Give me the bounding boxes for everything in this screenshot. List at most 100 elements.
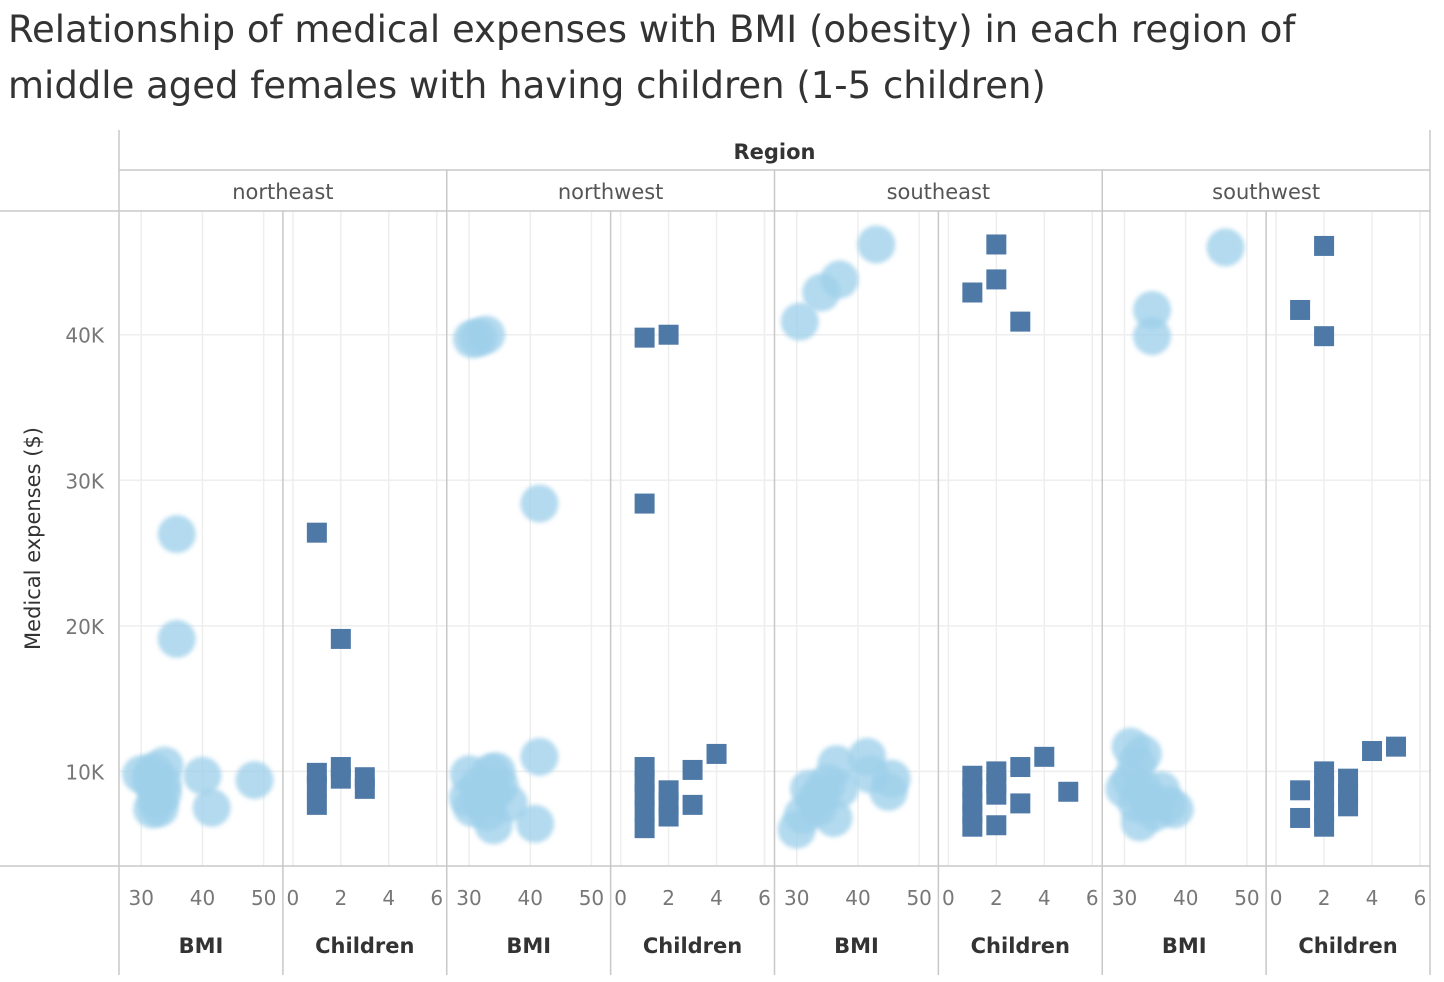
children-tick-label: 4 [710,886,723,910]
bmi-point [183,756,222,795]
chart-labels: 10K 20K 30K 40K Medical expenses ($) Region no… [21,140,1426,958]
children-tick-label: 6 [758,886,771,910]
children-point [962,816,983,837]
region-label-northeast: northeast [232,180,333,204]
children-point [634,818,655,839]
bmi-point [857,225,896,264]
bmi-point [814,798,853,837]
children-point [634,493,655,514]
bmi-point [520,484,559,523]
children-point [634,784,655,805]
bmi-tick-label: 50 [251,886,276,910]
children-point [1362,741,1383,762]
children-point [1314,326,1335,347]
children-point [330,628,351,649]
bmi-point [145,746,184,785]
children-point [306,775,327,796]
children-point [1314,816,1335,837]
children-axis-title: Children [971,934,1070,958]
children-tick-label: 6 [1414,886,1427,910]
bmi-point [1133,317,1172,356]
bmi-point [192,788,231,827]
children-point [986,815,1007,836]
bmi-point [516,804,555,843]
children-point [1314,235,1335,256]
bmi-axis-title: BMI [179,934,224,958]
data-marks [122,225,1407,849]
bmi-point [1155,790,1194,829]
bmi-tick-label: 40 [517,886,542,910]
children-point [1010,757,1031,778]
children-point [1034,746,1055,767]
panel-frame [0,130,1431,975]
bmi-point [1206,228,1245,267]
bmi-tick-label: 30 [456,886,481,910]
chart-title: Relationship of medical expenses with BM… [8,2,1428,114]
bmi-point [143,774,182,813]
y-tick-label: 40K [65,324,104,348]
bmi-point [1133,290,1172,329]
children-point [1338,796,1359,817]
region-header: Region [733,140,815,164]
children-point [986,269,1007,290]
region-label-northwest: northwest [558,180,664,204]
children-point [1290,299,1311,320]
children-point [1010,311,1031,332]
bmi-tick-label: 30 [1112,886,1137,910]
children-point [306,522,327,543]
bmi-tick-label: 30 [129,886,154,910]
children-point [1290,780,1311,801]
y-axis-title: Medical expenses ($) [21,427,45,650]
bmi-point [820,260,859,299]
bmi-tick-label: 40 [1173,886,1198,910]
bmi-tick-label: 50 [1234,886,1259,910]
children-axis-title: Children [1298,934,1397,958]
children-axis-title: Children [315,934,414,958]
children-point [682,759,703,780]
children-tick-label: 6 [1086,886,1099,910]
y-tick-label: 20K [65,615,104,639]
bmi-tick-label: 30 [784,886,809,910]
children-point [330,768,351,789]
children-tick-label: 4 [1038,886,1051,910]
y-tick-label: 10K [65,760,104,784]
bmi-axis-title: BMI [834,934,879,958]
bmi-tick-label: 40 [190,886,215,910]
chart-title-line-1: Relationship of medical expenses with BM… [8,8,1296,51]
children-tick-label: 6 [430,886,443,910]
chart-title-line-2: middle aged females with having children… [8,64,1046,107]
children-tick-label: 0 [942,886,955,910]
children-tick-label: 2 [662,886,675,910]
children-point [1058,781,1079,802]
children-point [634,327,655,348]
children-axis-title: Children [643,934,742,958]
bmi-tick-label: 50 [906,886,931,910]
y-tick-label: 30K [65,469,104,493]
bmi-point [780,302,819,341]
bmi-point [157,619,196,658]
children-tick-label: 4 [382,886,395,910]
children-point [682,794,703,815]
bmi-axis-title: BMI [1162,934,1207,958]
bmi-point [489,784,528,823]
children-point [658,324,679,345]
children-point [306,794,327,815]
region-label-southeast: southeast [887,180,991,204]
children-tick-label: 2 [334,886,347,910]
bmi-point [235,761,274,800]
children-point [962,282,983,303]
bmi-point [157,515,196,554]
children-tick-label: 0 [1270,886,1283,910]
children-point [354,778,375,799]
children-tick-label: 2 [1318,886,1331,910]
children-point [986,234,1007,255]
children-point [658,806,679,827]
bmi-axis-title: BMI [506,934,551,958]
children-point [1386,736,1407,757]
children-point [634,800,655,821]
children-tick-label: 0 [287,886,300,910]
bmi-point [520,737,559,776]
children-tick-label: 0 [614,886,627,910]
children-tick-label: 4 [1366,886,1379,910]
